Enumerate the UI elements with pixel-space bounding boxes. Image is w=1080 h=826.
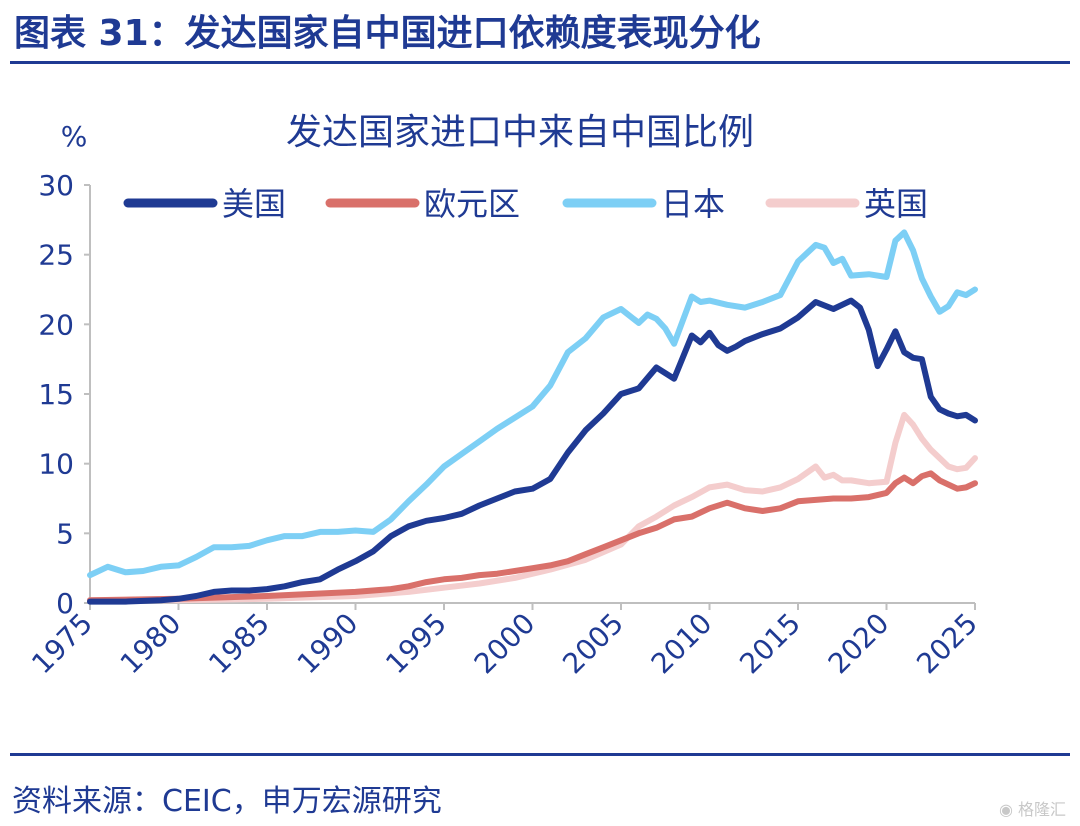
- series-line-0: [87, 297, 978, 605]
- x-tick-label: 2010: [645, 607, 719, 681]
- series-line-2: [87, 229, 978, 579]
- x-tick-label: 2015: [733, 607, 807, 681]
- figure-title: 图表 31：发达国家自中国进口依赖度表现分化: [14, 13, 761, 54]
- legend-label: 英国: [864, 185, 928, 223]
- watermark: ◉ 格隆汇: [998, 800, 1066, 819]
- x-tick-label: 2025: [910, 607, 984, 681]
- y-axis-unit: %: [61, 120, 88, 153]
- x-tick-label: 2020: [822, 607, 896, 681]
- legend-label: 美国: [222, 185, 286, 223]
- x-tick-label: 1985: [202, 607, 276, 681]
- top-rule: [10, 61, 1070, 64]
- legend: 美国 欧元区 日本 英国: [123, 185, 928, 223]
- y-tick-label: 15: [38, 378, 74, 411]
- legend-label: 日本: [661, 185, 725, 223]
- x-tick-label: 1995: [379, 607, 453, 681]
- legend-label: 欧元区: [424, 185, 520, 223]
- y-tick-label: 10: [38, 448, 74, 481]
- y-tick-label: 20: [38, 308, 74, 341]
- series-line-1: [87, 470, 978, 604]
- y-tick-label: 0: [56, 587, 74, 620]
- x-tick-label: 2000: [468, 607, 542, 681]
- source-note: 资料来源：CEIC，申万宏源研究: [12, 784, 442, 819]
- y-tick-label: 25: [38, 239, 74, 272]
- y-tick-label: 5: [56, 517, 74, 550]
- series-lines: [87, 229, 978, 605]
- x-tick-label: 2005: [556, 607, 630, 681]
- y-tick-label: 30: [38, 169, 74, 202]
- watermark-text: 格隆汇: [1017, 800, 1066, 819]
- x-tick-label: 1990: [291, 607, 365, 681]
- bottom-rule: [10, 753, 1070, 756]
- x-tick-label: 1980: [114, 607, 188, 681]
- chart-title: 发达国家进口中来自中国比例: [286, 112, 754, 153]
- series-line-3: [87, 411, 978, 604]
